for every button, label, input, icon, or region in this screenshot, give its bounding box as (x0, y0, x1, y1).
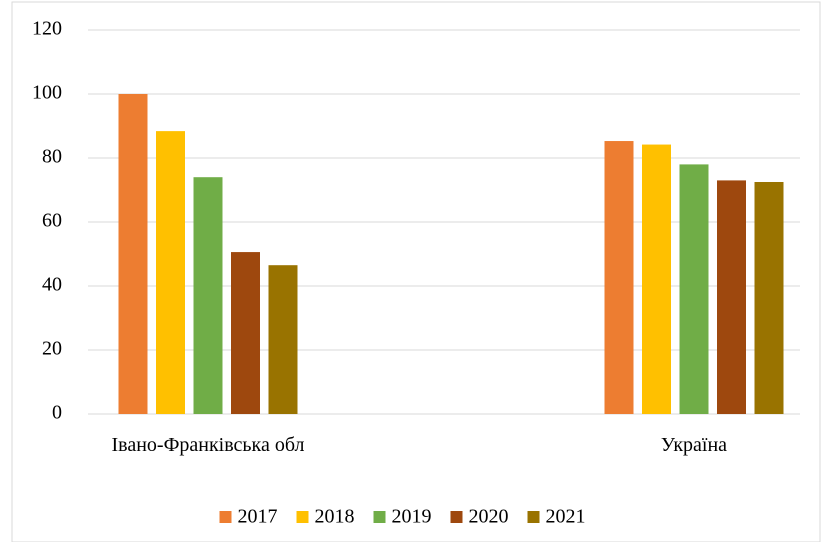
bar (268, 265, 298, 414)
x-tick-label: Івано-Франківська обл (111, 434, 305, 456)
bar (717, 180, 746, 414)
y-tick-label: 80 (42, 146, 62, 168)
legend-label: 2020 (469, 506, 509, 528)
bar (642, 144, 671, 414)
y-tick-label: 20 (42, 338, 62, 360)
legend-label: 2019 (392, 506, 432, 528)
legend-label: 2017 (238, 506, 278, 528)
bar (231, 252, 260, 414)
x-tick-label: Україна (660, 434, 728, 456)
legend-label: 2018 (315, 506, 355, 528)
legend-swatch (296, 511, 309, 523)
y-tick-label: 60 (42, 210, 62, 232)
bar (604, 141, 634, 415)
bar (156, 131, 185, 414)
y-tick-label: 100 (32, 82, 62, 104)
chart-border (11, 1, 821, 542)
bar (193, 177, 223, 414)
bar (118, 94, 148, 414)
legend-label: 2021 (546, 506, 586, 528)
legend-swatch (373, 511, 386, 523)
legend-swatch (527, 511, 540, 523)
bar (679, 164, 709, 414)
legend-swatch (219, 511, 232, 523)
bar (754, 182, 784, 414)
y-tick-label: 0 (52, 402, 62, 424)
legend-swatch (450, 511, 463, 523)
y-tick-label: 120 (32, 18, 62, 40)
y-tick-label: 40 (42, 274, 62, 296)
